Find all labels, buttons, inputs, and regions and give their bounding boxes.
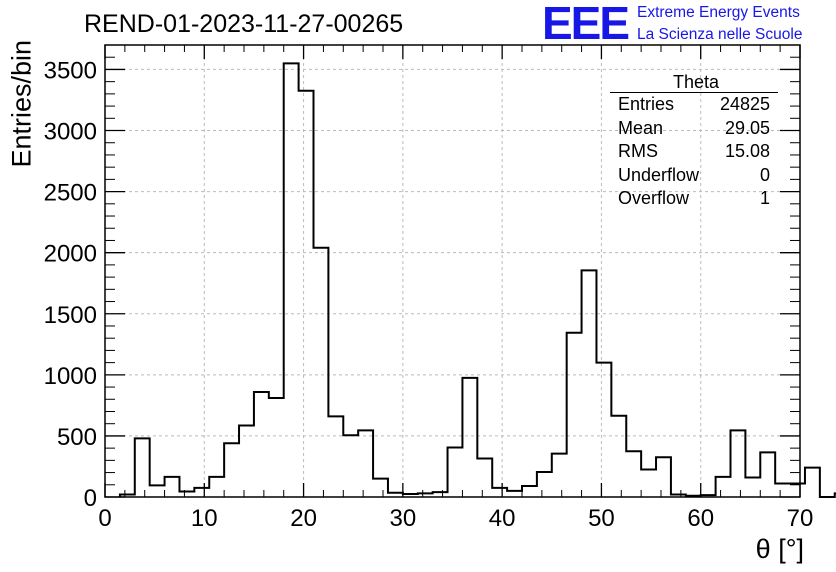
stats-row: Mean 29.05 <box>610 117 778 141</box>
y-tick-label: 3000 <box>44 119 97 146</box>
axis-ticks <box>104 44 801 498</box>
stats-box: Theta Entries 24825 Mean 29.05 RMS 15.08 Un… <box>610 72 778 211</box>
stats-title: Theta <box>610 72 778 93</box>
stats-label: Mean <box>618 117 664 138</box>
tick-labels: 0 10 20 30 40 50 60 700500100015002000250030003… <box>44 57 814 532</box>
stats-label: Underflow <box>618 164 700 185</box>
x-tick-label: 40 <box>489 505 516 532</box>
grid-lines <box>105 45 800 497</box>
eee-logo: EEE <box>542 0 630 49</box>
x-axis-label: θ [°] <box>755 534 804 564</box>
x-tick-label: 20 <box>290 505 317 532</box>
stats-value: 0 <box>759 164 770 185</box>
plot-frame <box>104 44 801 498</box>
x-tick-label: 10 <box>191 505 218 532</box>
y-tick-label: 3500 <box>44 57 97 84</box>
stats-value: 15.08 <box>724 141 770 161</box>
x-tick-label: 50 <box>588 505 615 532</box>
stats-value: 24825 <box>719 94 770 114</box>
stats-row: RMS 15.08 <box>610 140 778 164</box>
stats-row: Underflow 0 <box>610 164 778 188</box>
y-tick-label: 1500 <box>44 302 97 329</box>
stats-row: Overflow 1 <box>610 187 778 211</box>
y-tick-label: 2500 <box>44 180 97 207</box>
logo-line-1: Extreme Energy Events <box>637 4 800 21</box>
y-axis-label: Entries/bin <box>6 39 37 168</box>
stats-label: Entries <box>618 94 675 114</box>
y-tick-label: 2000 <box>44 241 97 268</box>
stats-row: Entries 24825 <box>610 93 778 117</box>
y-tick-label: 1000 <box>44 363 97 390</box>
x-tick-label: 60 <box>687 505 714 532</box>
y-tick-label: 500 <box>57 424 97 451</box>
y-tick-label: 0 <box>84 485 97 512</box>
chart-title: REND-01-2023-11-27-00265 <box>84 10 404 38</box>
x-tick-label: 0 <box>98 505 111 532</box>
logo-line-2: La Scienza nelle Scuole <box>637 26 803 43</box>
histogram-line <box>118 62 836 498</box>
x-tick-label: 30 <box>390 505 417 532</box>
stats-value: 29.05 <box>724 117 770 138</box>
x-tick-label: 70 <box>787 505 814 532</box>
stats-value: 1 <box>759 188 770 208</box>
stats-label: Overflow <box>618 188 690 208</box>
stats-label: RMS <box>618 141 658 161</box>
